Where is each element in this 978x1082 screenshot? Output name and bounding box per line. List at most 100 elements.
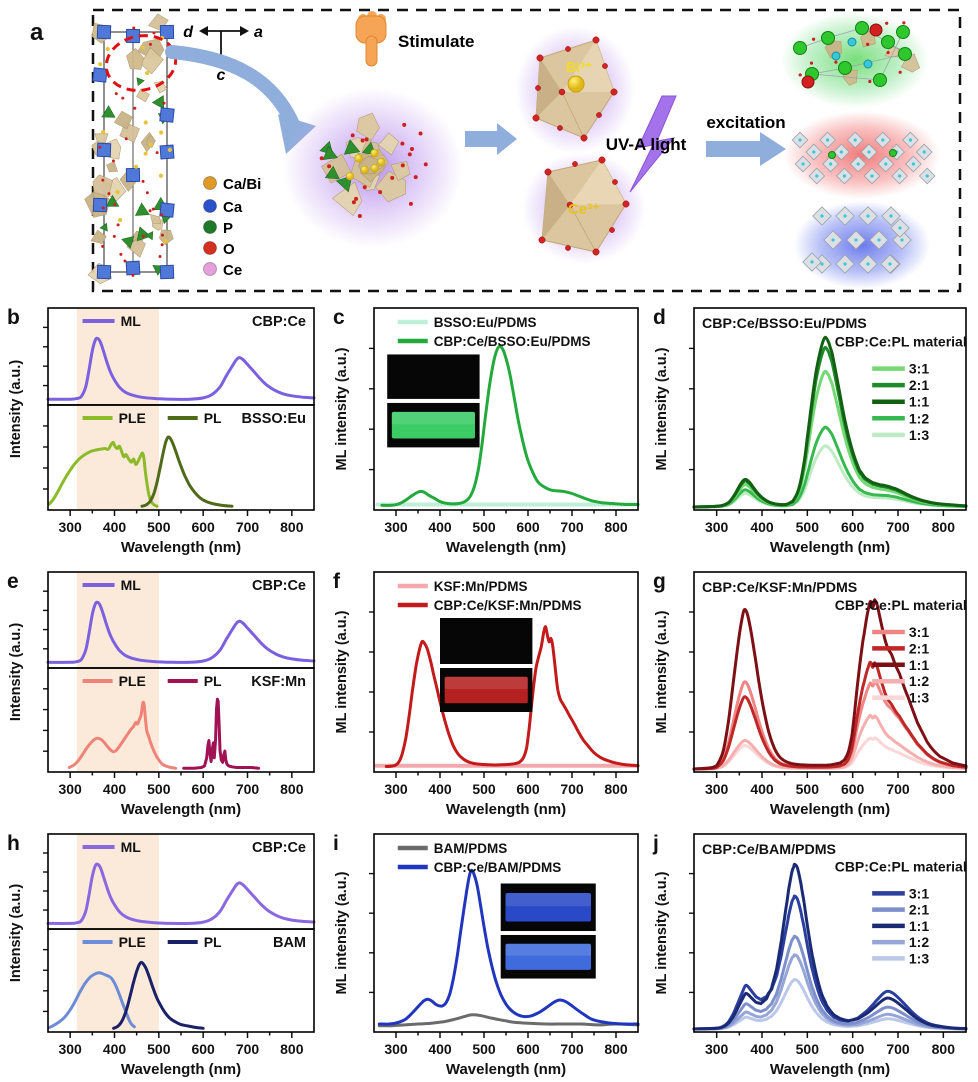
legend-entry: 1:3: [909, 950, 929, 966]
decoration: [407, 152, 412, 157]
decoration: [856, 162, 860, 166]
decoration: [408, 201, 413, 206]
decoration: [360, 138, 365, 143]
atom-dot-cabi: [203, 176, 217, 190]
series-1:1: [692, 598, 968, 771]
decoration: [124, 137, 128, 141]
decoration: [319, 156, 324, 161]
lightning-bolt-icon: [629, 95, 677, 193]
decoration: [402, 122, 407, 127]
decoration: [866, 214, 870, 218]
x-tick-label: 700: [886, 781, 910, 797]
decoration: [854, 238, 858, 242]
inset-photo-strip: [444, 676, 528, 704]
legend-entry: 1:1: [909, 657, 929, 673]
decoration: [922, 150, 926, 154]
ca-site: [159, 144, 175, 160]
decoration: [409, 147, 414, 152]
decoration: [145, 71, 150, 76]
decoration: [885, 21, 889, 25]
atom-legend: Ca/Bi Ca P O Ce: [203, 176, 261, 279]
series-2:1: [692, 934, 968, 1031]
decoration: [135, 202, 150, 216]
decoration: [94, 133, 109, 144]
legend-entry: 2:1: [909, 902, 929, 918]
excitation-band: [76, 834, 159, 1032]
x-tick-label: 600: [191, 1041, 215, 1057]
ca-site: [96, 264, 112, 280]
legend-entry: PLE: [119, 673, 146, 689]
axis-d-label: d: [183, 24, 194, 41]
decoration: [815, 174, 819, 178]
x-axis-label: Wavelength (nm): [121, 539, 241, 556]
atom-label-cabi: Ca/Bi: [223, 176, 261, 193]
chart-panel-c: c ML intensity (a.u.) Wavelength (nm) 300 40…: [333, 306, 640, 556]
decoration: [148, 42, 152, 46]
decoration: [908, 138, 913, 142]
decoration: [160, 233, 164, 237]
decoration: [839, 150, 844, 154]
decoration: [90, 229, 107, 244]
decoration: [351, 200, 356, 205]
decoration: [809, 61, 814, 65]
decoration: [322, 145, 338, 160]
x-tick-label: 800: [604, 1041, 628, 1057]
plot-box: [693, 571, 967, 773]
decoration: [831, 238, 835, 242]
red-emitting-structure: [791, 131, 936, 185]
series-CBP:Ce/BSSO:Eu/PDMS: [380, 344, 640, 507]
decoration: [798, 73, 802, 77]
decoration: [350, 133, 355, 138]
x-tick-label: 300: [58, 1041, 82, 1057]
axis-a-label: a: [254, 24, 263, 41]
x-tick-label: 400: [750, 519, 774, 535]
x-tick-label: 800: [932, 1041, 956, 1057]
x-tick-label: 500: [472, 519, 496, 535]
decoration: [119, 252, 123, 256]
legend-entry: BSSO:Eu/PDMS: [434, 315, 537, 330]
decoration: [356, 112, 380, 141]
legend-entry: KSF:Mn/PDMS: [434, 579, 528, 594]
x-tick-label: 400: [750, 1041, 774, 1057]
x-tick-label: 300: [705, 1041, 729, 1057]
x-tick-label: 700: [236, 1041, 260, 1057]
decoration: [343, 139, 361, 155]
legend-entry: 3:1: [909, 885, 929, 901]
panel-a-schematic: a d a c Ca/Bi Ca P O Ce: [30, 8, 962, 293]
decoration: [911, 162, 916, 166]
legend-entry: 3:1: [909, 624, 929, 640]
decoration: [925, 174, 929, 178]
panel-label-i: i: [333, 832, 339, 855]
decoration: [158, 173, 164, 178]
x-tick-label: 500: [796, 781, 820, 797]
decoration: [113, 202, 117, 206]
atom-label-ce: Ce: [223, 262, 242, 279]
decoration: [391, 411, 475, 425]
axis-c-label: c: [217, 67, 226, 84]
series-BAM/PDMS: [377, 1013, 640, 1028]
panel-label-e: e: [7, 570, 19, 593]
ca-site: [96, 142, 112, 158]
x-tick-label: 700: [236, 781, 260, 797]
x-tick-label: 600: [516, 519, 540, 535]
decoration: [370, 163, 379, 173]
chart-panel-d: d ML intensity (a.u.) Wavelength (nm) 300 40…: [653, 306, 968, 556]
legend-entry: CBP:Ce/BSSO:Eu/PDMS: [434, 334, 591, 349]
ca-site: [159, 24, 175, 40]
decoration: [167, 147, 172, 152]
decoration: [811, 73, 881, 81]
legend-entry: 2:1: [909, 640, 929, 656]
x-tick-label: 800: [604, 781, 628, 797]
decoration: [101, 244, 105, 248]
panel-label-b: b: [7, 306, 20, 329]
decoration: [844, 53, 906, 69]
decoration: [133, 106, 137, 110]
x-tick-label: 500: [796, 1041, 820, 1057]
x-tick-label: 800: [280, 1041, 304, 1057]
atom-dot-p: [203, 220, 217, 234]
decoration: [884, 162, 888, 166]
chart-panel-g: g ML intensity (a.u.) Wavelength (nm) 300 40…: [653, 570, 968, 818]
decoration: [879, 31, 904, 81]
ce-polyhedron: Ce³⁺: [538, 156, 630, 256]
y-axis-label: ML intensity (a.u.): [654, 347, 670, 470]
